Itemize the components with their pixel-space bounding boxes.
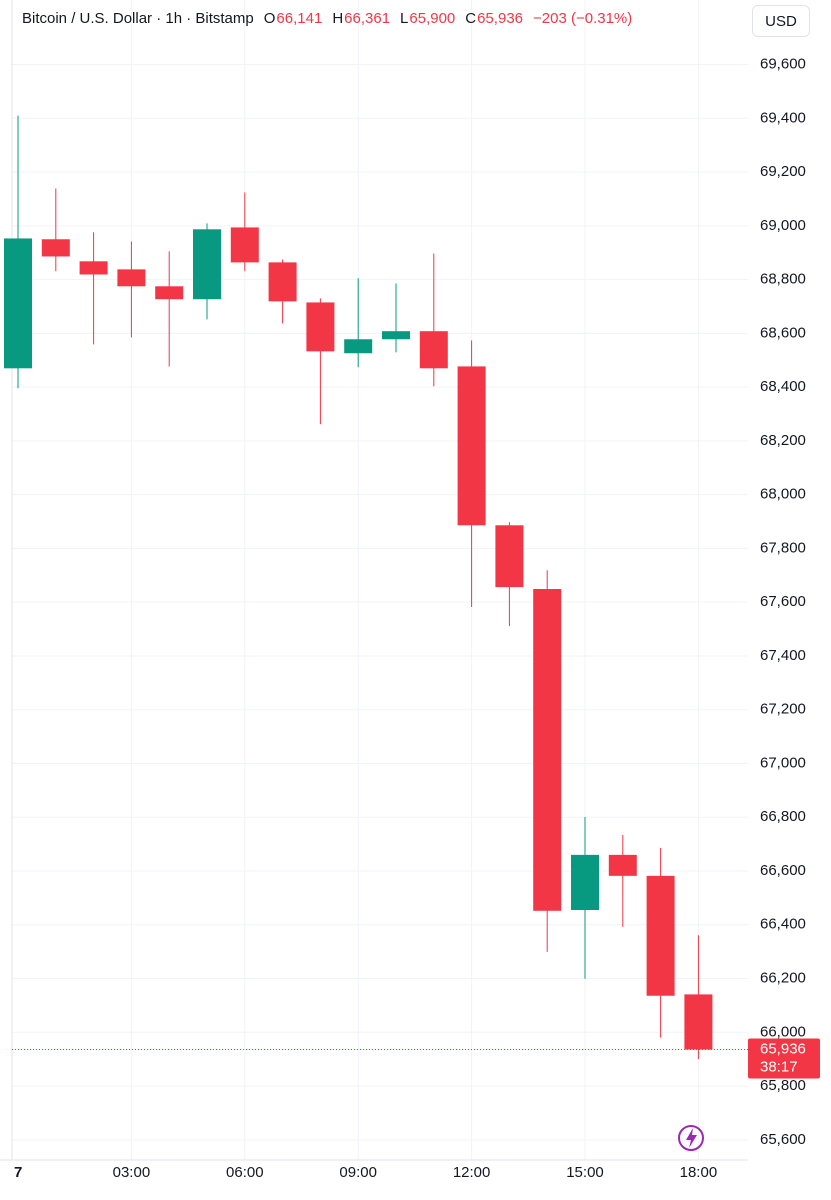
x-tick-label: 15:00 [566, 1164, 604, 1181]
candle-body [230, 227, 259, 263]
x-tick-label: 18:00 [680, 1164, 718, 1181]
candle-body [155, 286, 184, 300]
candle-body [306, 302, 335, 352]
x-tick-label: 7 [14, 1164, 22, 1181]
ohlc-low: L 65,900 [400, 10, 455, 27]
x-tick-label: 06:00 [226, 1164, 264, 1181]
ohlc-close: C 65,936 [465, 10, 523, 27]
y-tick-label: 67,800 [760, 539, 806, 556]
y-tick-label: 65,600 [760, 1131, 806, 1148]
y-tick-label: 66,800 [760, 808, 806, 825]
ohlc-key: O [263, 10, 276, 27]
candle-body [117, 269, 146, 287]
candle-body [608, 854, 637, 876]
y-tick-label: 68,600 [760, 324, 806, 341]
candle-body [646, 875, 675, 996]
candle-body [419, 331, 448, 369]
x-tick-label: 03:00 [113, 1164, 151, 1181]
ohlc-value: 65,900 [409, 10, 456, 27]
ohlc-key: H [332, 10, 344, 27]
candle-body [684, 994, 713, 1050]
lightning-icon [678, 1125, 704, 1151]
y-tick-label: 68,200 [760, 432, 806, 449]
ohlc-value: 66,141 [276, 10, 323, 27]
y-tick-label: 65,800 [760, 1077, 806, 1094]
countdown: 38:17 [760, 1058, 798, 1075]
currency-button[interactable]: USD [752, 5, 810, 37]
candle-body [495, 525, 524, 588]
ohlc-value: 65,936 [477, 10, 524, 27]
y-tick-label: 69,200 [760, 163, 806, 180]
candle-body [268, 262, 297, 302]
candle-body [571, 854, 599, 910]
x-tick-label: 12:00 [453, 1164, 491, 1181]
candle-body [382, 331, 410, 340]
y-tick-label: 67,000 [760, 754, 806, 771]
symbol-title: Bitcoin / U.S. Dollar · 1h · Bitstamp [22, 10, 254, 27]
y-tick-label: 68,800 [760, 271, 806, 288]
y-tick-label: 69,600 [760, 55, 806, 72]
grid [12, 0, 748, 1160]
y-tick-label: 69,400 [760, 109, 806, 126]
y-tick-label: 67,200 [760, 701, 806, 718]
y-tick-label: 66,200 [760, 970, 806, 987]
candle-body [79, 261, 108, 275]
y-tick-label: 67,400 [760, 647, 806, 664]
y-tick-label: 68,400 [760, 378, 806, 395]
y-tick-label: 66,000 [760, 1023, 806, 1040]
ohlc-open: O 66,141 [264, 10, 323, 27]
last-price-label: 65,936 [760, 1040, 806, 1057]
ohlc-key: C [465, 10, 477, 27]
last-price-badge [748, 1038, 820, 1079]
candle-body [193, 229, 221, 300]
ohlc-high: H 66,361 [332, 10, 390, 27]
candle-body [4, 238, 32, 369]
ohlc-value: 66,361 [344, 10, 391, 27]
y-tick-label: 66,400 [760, 916, 806, 933]
candle-body [41, 239, 70, 257]
y-tick-label: 68,000 [760, 486, 806, 503]
x-tick-label: 09:00 [339, 1164, 377, 1181]
y-tick-label: 69,000 [760, 217, 806, 234]
ohlc-key: L [400, 10, 409, 27]
candle-body [533, 589, 562, 911]
candle-body [457, 366, 486, 526]
candle-body [344, 339, 373, 354]
y-tick-label: 66,600 [760, 862, 806, 879]
change: −203 (−0.31%) [533, 10, 633, 27]
y-tick-label: 67,600 [760, 593, 806, 610]
